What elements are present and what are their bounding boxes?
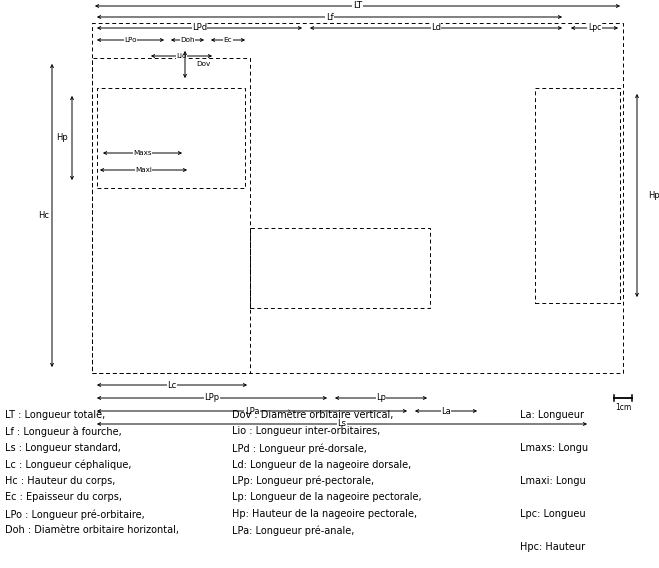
Text: Lio: Lio bbox=[177, 53, 186, 59]
Text: Lmaxs: Longu: Lmaxs: Longu bbox=[520, 443, 588, 453]
Text: LPa: LPa bbox=[244, 407, 259, 416]
Text: LPo: LPo bbox=[125, 37, 137, 43]
Text: Dov: Dov bbox=[196, 61, 210, 68]
Text: Lp: Longueur de la nageoire pectorale,: Lp: Longueur de la nageoire pectorale, bbox=[232, 492, 422, 503]
Text: Maxs: Maxs bbox=[133, 150, 152, 156]
Text: Hpc: Hpc bbox=[648, 191, 659, 200]
Text: Ld: Ld bbox=[431, 23, 441, 32]
Bar bbox=[535, 88, 620, 303]
Text: Ld: Longueur de la nageoire dorsale,: Ld: Longueur de la nageoire dorsale, bbox=[232, 460, 411, 470]
Text: LT : Longueur totale,: LT : Longueur totale, bbox=[5, 410, 105, 420]
Text: Ec: Ec bbox=[223, 37, 233, 43]
Text: Dov : Diamètre orbitaire vertical,: Dov : Diamètre orbitaire vertical, bbox=[232, 410, 393, 420]
Text: Lp: Lp bbox=[376, 394, 386, 403]
Text: Lmaxi: Longu: Lmaxi: Longu bbox=[520, 476, 586, 486]
Text: Lf : Longueur à fourche,: Lf : Longueur à fourche, bbox=[5, 427, 122, 437]
Text: Ls: Ls bbox=[337, 420, 347, 428]
Text: Lpc: Longueu: Lpc: Longueu bbox=[520, 509, 586, 519]
Bar bbox=[250, 228, 430, 308]
Text: LPa: Longueur pré-anale,: LPa: Longueur pré-anale, bbox=[232, 525, 355, 536]
Text: LPd : Longueur pré-dorsale,: LPd : Longueur pré-dorsale, bbox=[232, 443, 367, 453]
Text: Hp: Hp bbox=[56, 133, 68, 143]
Text: Lio : Longueur inter-orbitaires,: Lio : Longueur inter-orbitaires, bbox=[232, 427, 380, 436]
Text: Hp: Hauteur de la nageoire pectorale,: Hp: Hauteur de la nageoire pectorale, bbox=[232, 509, 417, 519]
Text: Lc: Lc bbox=[167, 381, 177, 390]
Text: Lf: Lf bbox=[326, 12, 333, 22]
Text: Doh: Doh bbox=[181, 37, 195, 43]
Text: La: Longueur: La: Longueur bbox=[520, 410, 584, 420]
Text: LPo : Longueur pré-orbitaire,: LPo : Longueur pré-orbitaire, bbox=[5, 509, 145, 520]
Text: 1cm: 1cm bbox=[615, 403, 631, 412]
Text: LPd: LPd bbox=[192, 23, 207, 32]
Text: Lpc: Lpc bbox=[588, 23, 601, 32]
Text: Hc : Hauteur du corps,: Hc : Hauteur du corps, bbox=[5, 476, 115, 486]
Text: Ec : Epaisseur du corps,: Ec : Epaisseur du corps, bbox=[5, 492, 122, 503]
Text: La: La bbox=[441, 407, 451, 416]
Text: Hc: Hc bbox=[38, 211, 49, 220]
Text: Ls : Longueur standard,: Ls : Longueur standard, bbox=[5, 443, 121, 453]
Text: Doh : Diamètre orbitaire horizontal,: Doh : Diamètre orbitaire horizontal, bbox=[5, 525, 179, 536]
Bar bbox=[92, 58, 250, 373]
Bar bbox=[97, 88, 245, 188]
Text: LPp: Longueur pré-pectorale,: LPp: Longueur pré-pectorale, bbox=[232, 476, 374, 487]
Text: LT: LT bbox=[353, 2, 362, 10]
Text: Maxi: Maxi bbox=[135, 167, 152, 173]
Text: Hpc: Hauteur: Hpc: Hauteur bbox=[520, 542, 585, 552]
Text: Lc : Longueur céphalique,: Lc : Longueur céphalique, bbox=[5, 460, 132, 470]
Text: LPp: LPp bbox=[204, 394, 219, 403]
Bar bbox=[92, 23, 623, 373]
